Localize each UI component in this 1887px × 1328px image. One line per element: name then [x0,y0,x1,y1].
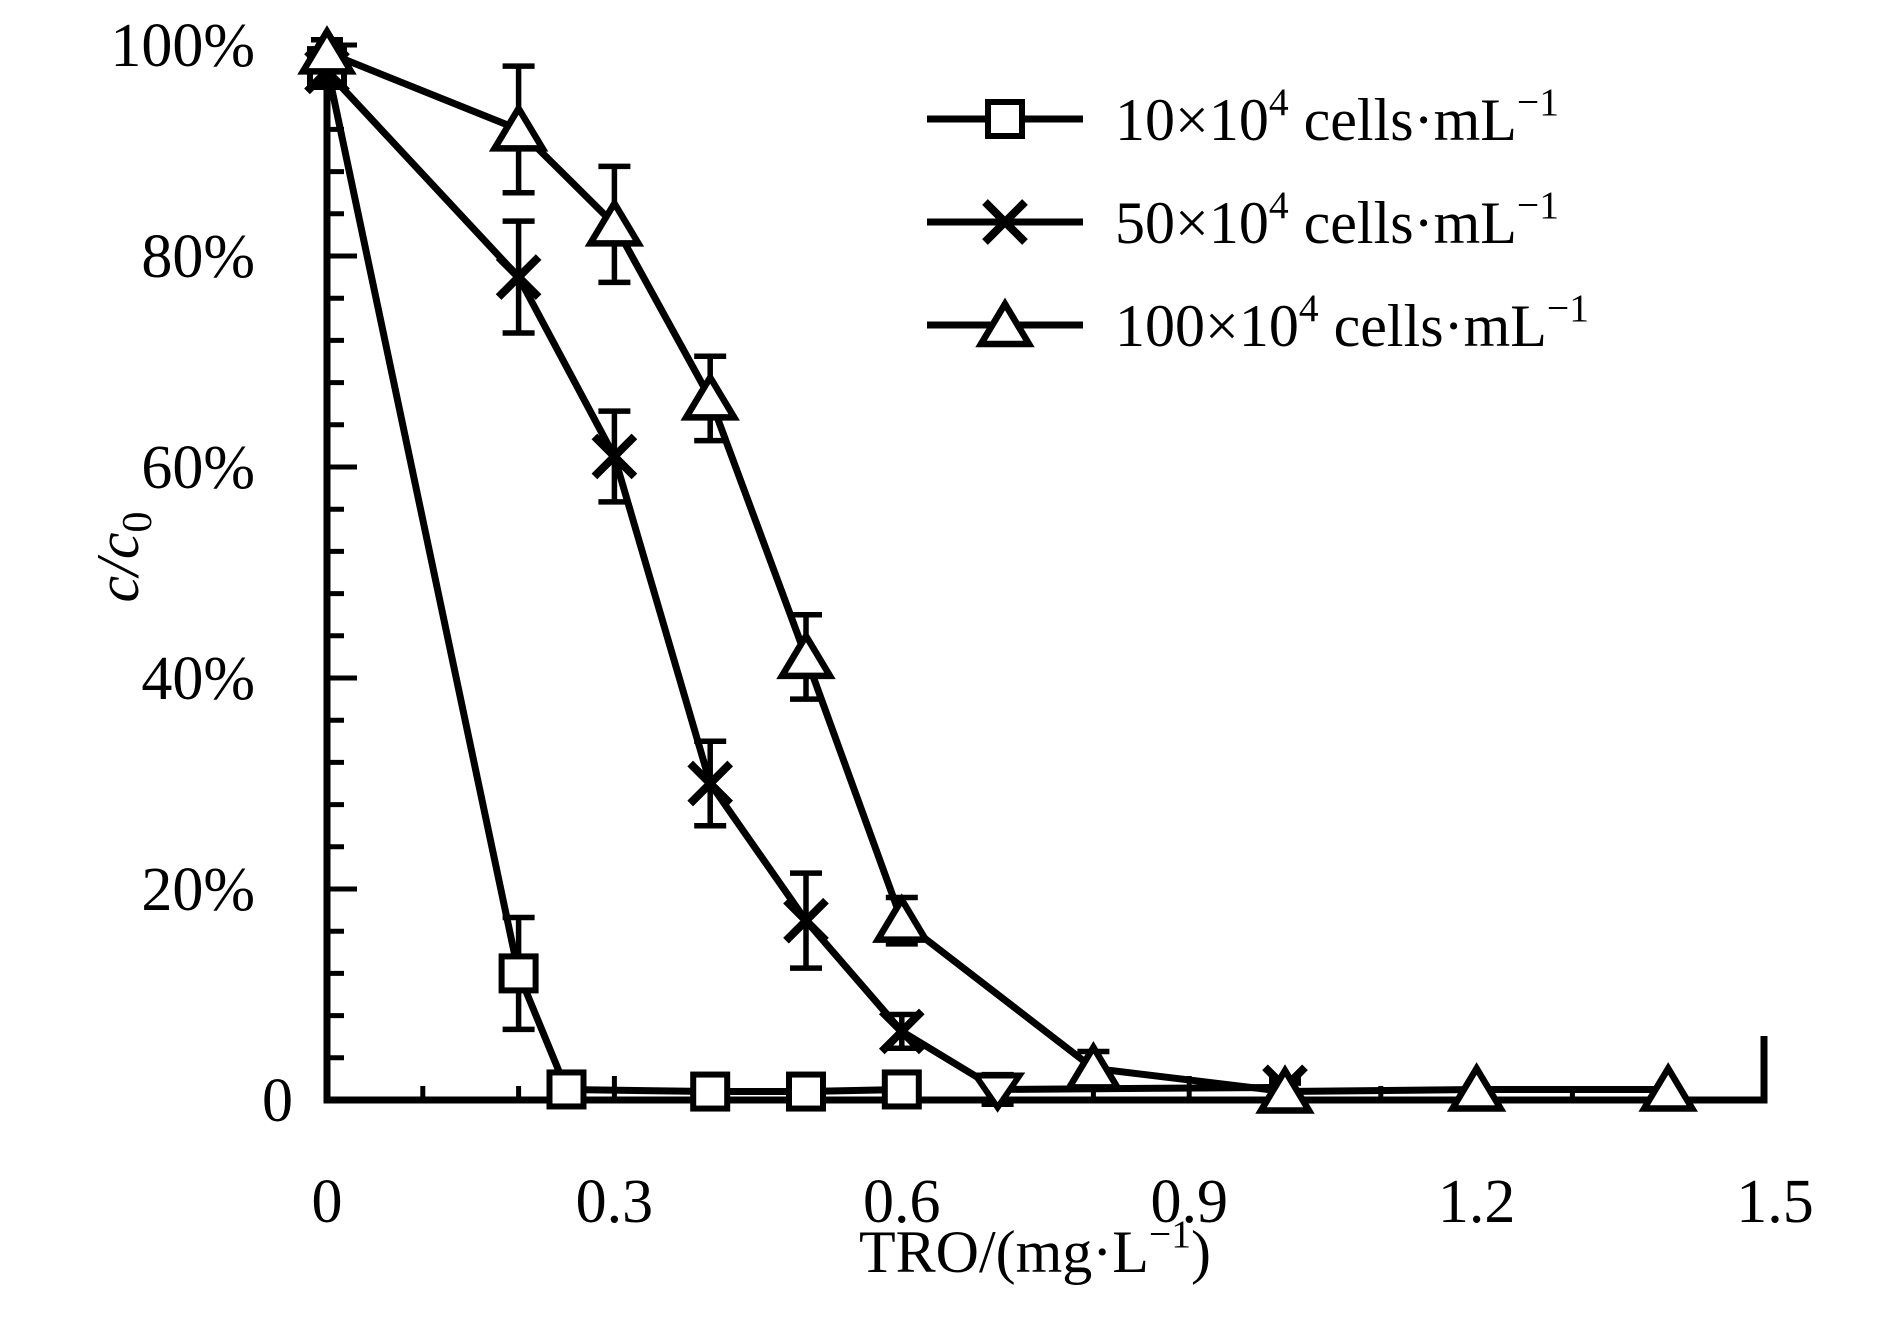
y-tick-label: 0 [262,1067,293,1135]
legend-entry-2: 50×104 cells·mL−1 [927,183,1559,256]
legend: 10×104 cells·mL−1 50×104 cells·mL−1 100×10… [927,80,1589,359]
square-marker [985,99,1025,139]
x-tick-label: 0.3 [576,1168,654,1236]
series-3 [297,25,1698,1114]
x-marker [982,199,1028,245]
triangle-marker [297,25,357,75]
square-marker [546,1069,587,1110]
x-marker [495,254,542,300]
series-line [325,49,1669,1096]
square-marker [786,1071,826,1112]
x-marker [687,760,734,807]
triangle-marker [1063,1041,1124,1091]
x-tick-label: 0.6 [863,1168,941,1236]
markers [297,25,1698,1114]
x-tick-label: 1.5 [1736,1168,1814,1236]
legend-entry-3: 100×104 cells·mL−1 [927,286,1589,359]
y-tick-label: 100% [110,12,255,80]
triangle-marker [488,102,549,152]
x-tick-labels: 0 0.3 0.6 0.9 1.2 1.5 [312,1168,1814,1236]
y-tick-label: 60% [141,434,255,502]
triangle-marker [584,197,645,247]
x-tick-label: 0.9 [1150,1168,1228,1236]
y-tick-label: 20% [141,856,255,924]
square-marker [498,953,539,994]
legend-label: 10×104 cells·mL−1 [1115,80,1559,153]
triangle-down-marker [969,1072,1026,1113]
y-tick-label: 40% [141,645,255,713]
triangle-marker [1446,1062,1507,1112]
x-marker [783,897,829,944]
x-marker [878,1008,925,1055]
legend-label: 50×104 cells·mL−1 [1115,183,1559,256]
y-axis-title: c/c0 [85,512,161,603]
legend-entry-1: 10×104 cells·mL−1 [927,80,1559,153]
y-tick-label: 80% [141,223,255,291]
triangle-marker [776,629,836,680]
square-marker [690,1071,731,1112]
legend-label: 100×104 cells·mL−1 [1115,286,1589,359]
y-tick-labels: 0 20% 40% 60% 80% 100% [110,12,293,1135]
triangle-marker [872,893,932,943]
x-tick-label: 1.2 [1438,1168,1516,1236]
square-marker [881,1069,922,1110]
triangle-marker [1255,1064,1315,1114]
triangle-marker [975,297,1035,348]
x-tick-label: 0 [312,1168,343,1236]
x-marker [591,433,638,480]
x-axis-title: TRO/(mg·L−1) [859,1212,1211,1285]
triangle-marker [680,371,740,421]
triangle-marker [1638,1062,1698,1112]
